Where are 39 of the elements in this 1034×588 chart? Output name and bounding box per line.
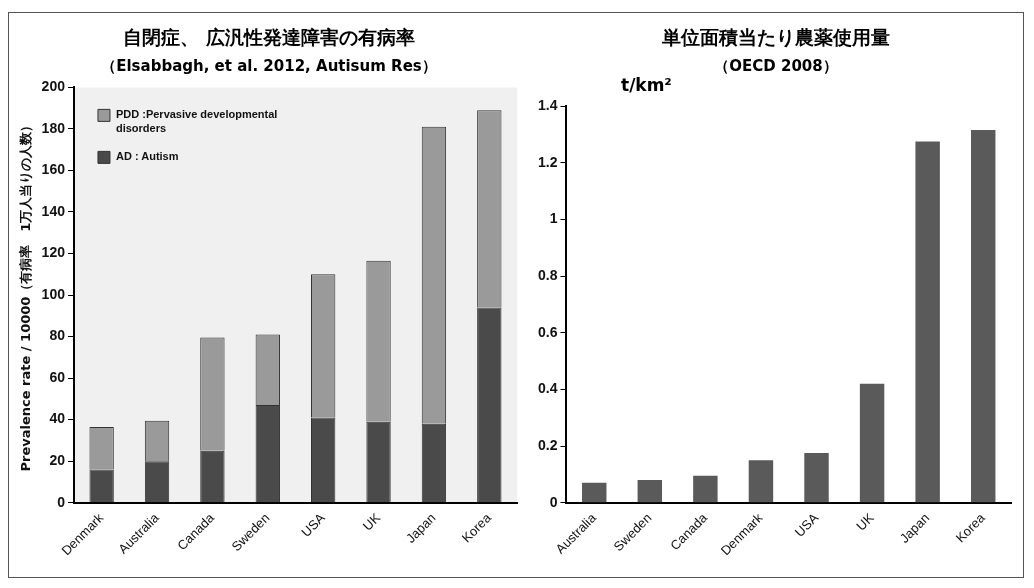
y-tick-label: 1.4 bbox=[537, 96, 558, 113]
x-tick-label: USA bbox=[791, 510, 822, 540]
legend-label: AD : Autism bbox=[115, 150, 179, 163]
bar bbox=[637, 480, 663, 503]
y-tick-label: 200 bbox=[41, 78, 66, 95]
chart-title: 単位面積当たり農薬使用量 bbox=[661, 25, 891, 50]
bar bbox=[582, 482, 607, 503]
y-tick-label: 80 bbox=[49, 327, 66, 344]
y-tick-label: 1.2 bbox=[537, 153, 558, 170]
chart-title: 自閉症、 広汎性発達障害の有病率 bbox=[122, 25, 416, 50]
x-tick-label: UK bbox=[359, 510, 384, 534]
bar bbox=[970, 130, 996, 503]
y-axis-title: Prevalence rate / 10000（有病率 1万人当りの人数） bbox=[18, 118, 34, 472]
y-tick-label: 20 bbox=[49, 452, 66, 469]
y-tick-label: 0 bbox=[549, 493, 558, 510]
y-tick-label: 0.8 bbox=[537, 266, 558, 283]
legend-label: PDD :Pervasive developmental disorders bbox=[115, 108, 278, 135]
chart-subtitle: （Elsabbagh, et al. 2012, Autisum Res） bbox=[100, 57, 438, 76]
y-axis-title: t/km² bbox=[621, 75, 672, 95]
y-tick-label: 180 bbox=[41, 119, 66, 136]
y-tick-label: 0.4 bbox=[537, 380, 558, 397]
bar bbox=[804, 453, 829, 503]
y-tick-label: 40 bbox=[49, 410, 66, 427]
y-tick-label: 160 bbox=[41, 161, 66, 178]
y-tick-label: 120 bbox=[41, 244, 66, 261]
y-tick-label: 0 bbox=[57, 493, 66, 510]
bar bbox=[915, 141, 940, 503]
x-tick-label: USA bbox=[298, 510, 329, 540]
y-tick-label: 100 bbox=[41, 285, 66, 302]
bar bbox=[859, 383, 885, 503]
y-tick-label: 60 bbox=[49, 368, 66, 385]
bar bbox=[693, 475, 718, 503]
y-tick-label: 0.2 bbox=[537, 436, 558, 453]
chart-subtitle: （OECD 2008） bbox=[713, 57, 839, 76]
y-tick-label: 140 bbox=[41, 202, 66, 219]
x-tick-label: UK bbox=[853, 510, 877, 534]
y-tick-label: 1 bbox=[549, 210, 558, 227]
bar bbox=[748, 460, 774, 503]
y-tick-label: 0.6 bbox=[537, 323, 558, 340]
